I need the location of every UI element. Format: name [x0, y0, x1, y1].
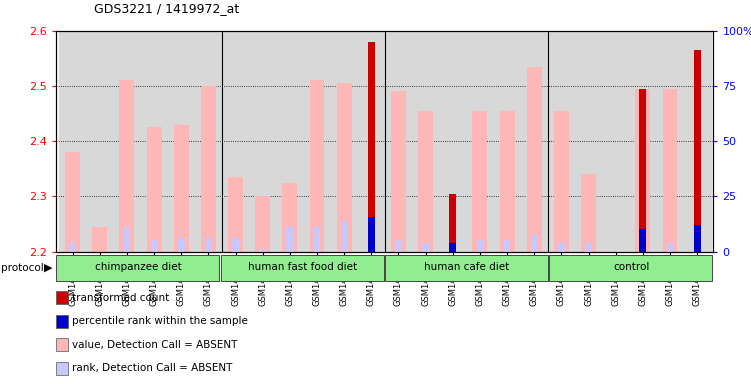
Bar [368, 221, 375, 252]
Bar [195, 31, 222, 252]
Bar [640, 230, 646, 252]
Bar [286, 227, 293, 252]
Bar [69, 243, 76, 252]
Text: human cafe diet: human cafe diet [424, 262, 510, 272]
Bar [113, 31, 140, 252]
Bar [167, 31, 195, 252]
Bar [585, 243, 592, 252]
Bar [222, 31, 249, 252]
Bar [140, 31, 167, 252]
Bar [526, 66, 541, 252]
Bar [395, 240, 402, 252]
Bar [282, 182, 297, 252]
Bar [656, 31, 683, 252]
Bar [575, 31, 602, 252]
Bar [65, 152, 80, 252]
Bar [146, 127, 161, 252]
Bar [205, 238, 212, 252]
Bar [472, 111, 487, 252]
FancyBboxPatch shape [385, 255, 547, 281]
Bar [56, 315, 68, 328]
Text: human fast food diet: human fast food diet [248, 262, 357, 272]
Bar [662, 89, 677, 252]
Bar [683, 31, 710, 252]
Text: transformed count: transformed count [72, 293, 170, 303]
Bar [602, 31, 629, 252]
Bar [314, 227, 321, 252]
Bar [640, 89, 646, 252]
Bar [499, 111, 514, 252]
Bar [694, 227, 701, 252]
Bar [151, 240, 158, 252]
Bar [612, 252, 619, 260]
Bar [357, 31, 385, 252]
Bar [92, 227, 107, 252]
Bar [391, 91, 406, 252]
Bar [330, 31, 357, 252]
Bar [119, 80, 134, 252]
Bar [56, 291, 68, 305]
Bar [259, 249, 266, 252]
Bar [466, 31, 493, 252]
Text: value, Detection Call = ABSENT: value, Detection Call = ABSENT [72, 340, 238, 350]
Bar [201, 86, 216, 252]
Bar [694, 225, 701, 252]
Bar [418, 111, 433, 252]
Bar [59, 31, 86, 252]
Bar [449, 243, 456, 252]
Text: GDS3221 / 1419972_at: GDS3221 / 1419972_at [94, 2, 239, 15]
Bar [336, 83, 351, 252]
Bar [449, 194, 456, 252]
Text: ▶: ▶ [44, 263, 52, 273]
Bar [173, 124, 189, 252]
Bar [341, 221, 348, 252]
Bar [86, 31, 113, 252]
Bar [228, 177, 243, 252]
Bar [558, 243, 565, 252]
Text: control: control [613, 262, 650, 272]
Bar [554, 111, 569, 252]
Bar [303, 31, 330, 252]
Text: rank, Detection Call = ABSENT: rank, Detection Call = ABSENT [72, 363, 233, 373]
Bar [439, 31, 466, 252]
Bar [124, 227, 130, 252]
Bar [504, 240, 511, 252]
Bar [368, 42, 375, 252]
Bar [640, 243, 646, 252]
Bar [56, 338, 68, 351]
Bar [249, 31, 276, 252]
Bar [412, 31, 439, 252]
Bar [547, 31, 575, 252]
Bar [56, 362, 68, 375]
Text: protocol: protocol [1, 263, 44, 273]
Bar [477, 240, 484, 252]
Bar [520, 31, 547, 252]
Bar [385, 31, 412, 252]
Bar [629, 31, 656, 252]
FancyBboxPatch shape [221, 255, 384, 281]
Bar [422, 243, 429, 252]
Bar [667, 243, 674, 252]
Bar [232, 238, 239, 252]
Bar [694, 50, 701, 252]
Bar [255, 196, 270, 252]
Bar [581, 174, 596, 252]
Bar [493, 31, 520, 252]
FancyBboxPatch shape [56, 255, 219, 281]
Bar [531, 235, 538, 252]
Bar [178, 238, 185, 252]
Text: percentile rank within the sample: percentile rank within the sample [72, 316, 249, 326]
Text: chimpanzee diet: chimpanzee diet [95, 262, 182, 272]
Bar [276, 31, 303, 252]
Bar [368, 217, 375, 252]
FancyBboxPatch shape [549, 255, 712, 281]
Bar [309, 80, 324, 252]
Bar [635, 89, 650, 252]
